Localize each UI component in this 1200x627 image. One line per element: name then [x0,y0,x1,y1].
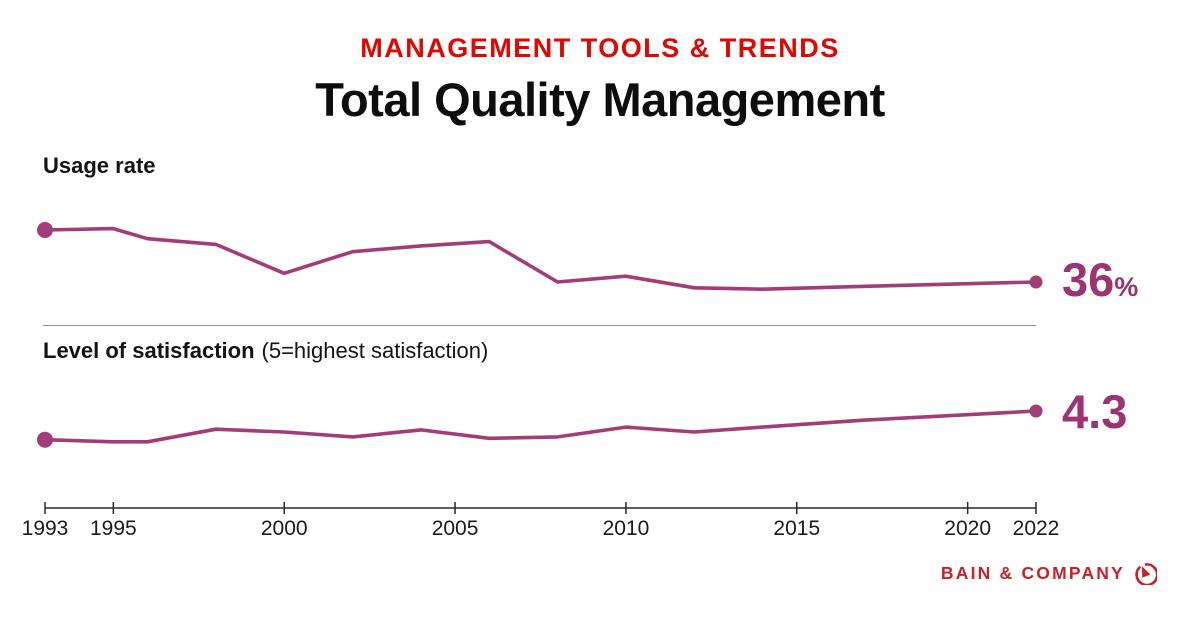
axis-tick-label: 2022 [1012,517,1060,540]
axis-tick-label: 2000 [260,517,308,540]
section-divider [43,325,1036,326]
page-title: Total Quality Management [315,73,885,126]
axis-tick-label: 2005 [431,517,479,540]
usage-end-value: 36% [1062,253,1139,306]
usage-start-dot [37,222,53,239]
satisfaction-start-dot [37,431,53,448]
usage-line [44,226,1037,292]
percent-sign: % [1114,272,1139,302]
axis-tick-label: 1995 [89,517,137,540]
satisfaction-end-dot [1029,404,1043,418]
satisfaction-end-value: 4.3 [1062,385,1128,438]
axis-tick-label: 2010 [602,517,650,540]
axis-tick-label: 2020 [944,517,991,540]
bain-compass-icon [1135,563,1157,585]
axis-tick-label: 1993 [21,517,69,540]
satisfaction-label-note: (5=highest satisfaction) [261,338,489,363]
eyebrow-heading: MANAGEMENT TOOLS & TRENDS [360,33,840,63]
satisfaction-label: Level of satisfaction (5=highest satisfac… [43,338,488,364]
bain-logo: BAIN & COMPANY [941,561,1157,585]
bain-logotype: BAIN & COMPANY [940,562,1125,583]
satisfaction-label-bold: Level of satisfaction [43,338,255,363]
usage-rate-label: Usage rate [43,153,156,178]
axis-tick-label: 2015 [773,517,821,540]
usage-end-dot [1029,275,1043,289]
satisfaction-line [44,409,1037,444]
